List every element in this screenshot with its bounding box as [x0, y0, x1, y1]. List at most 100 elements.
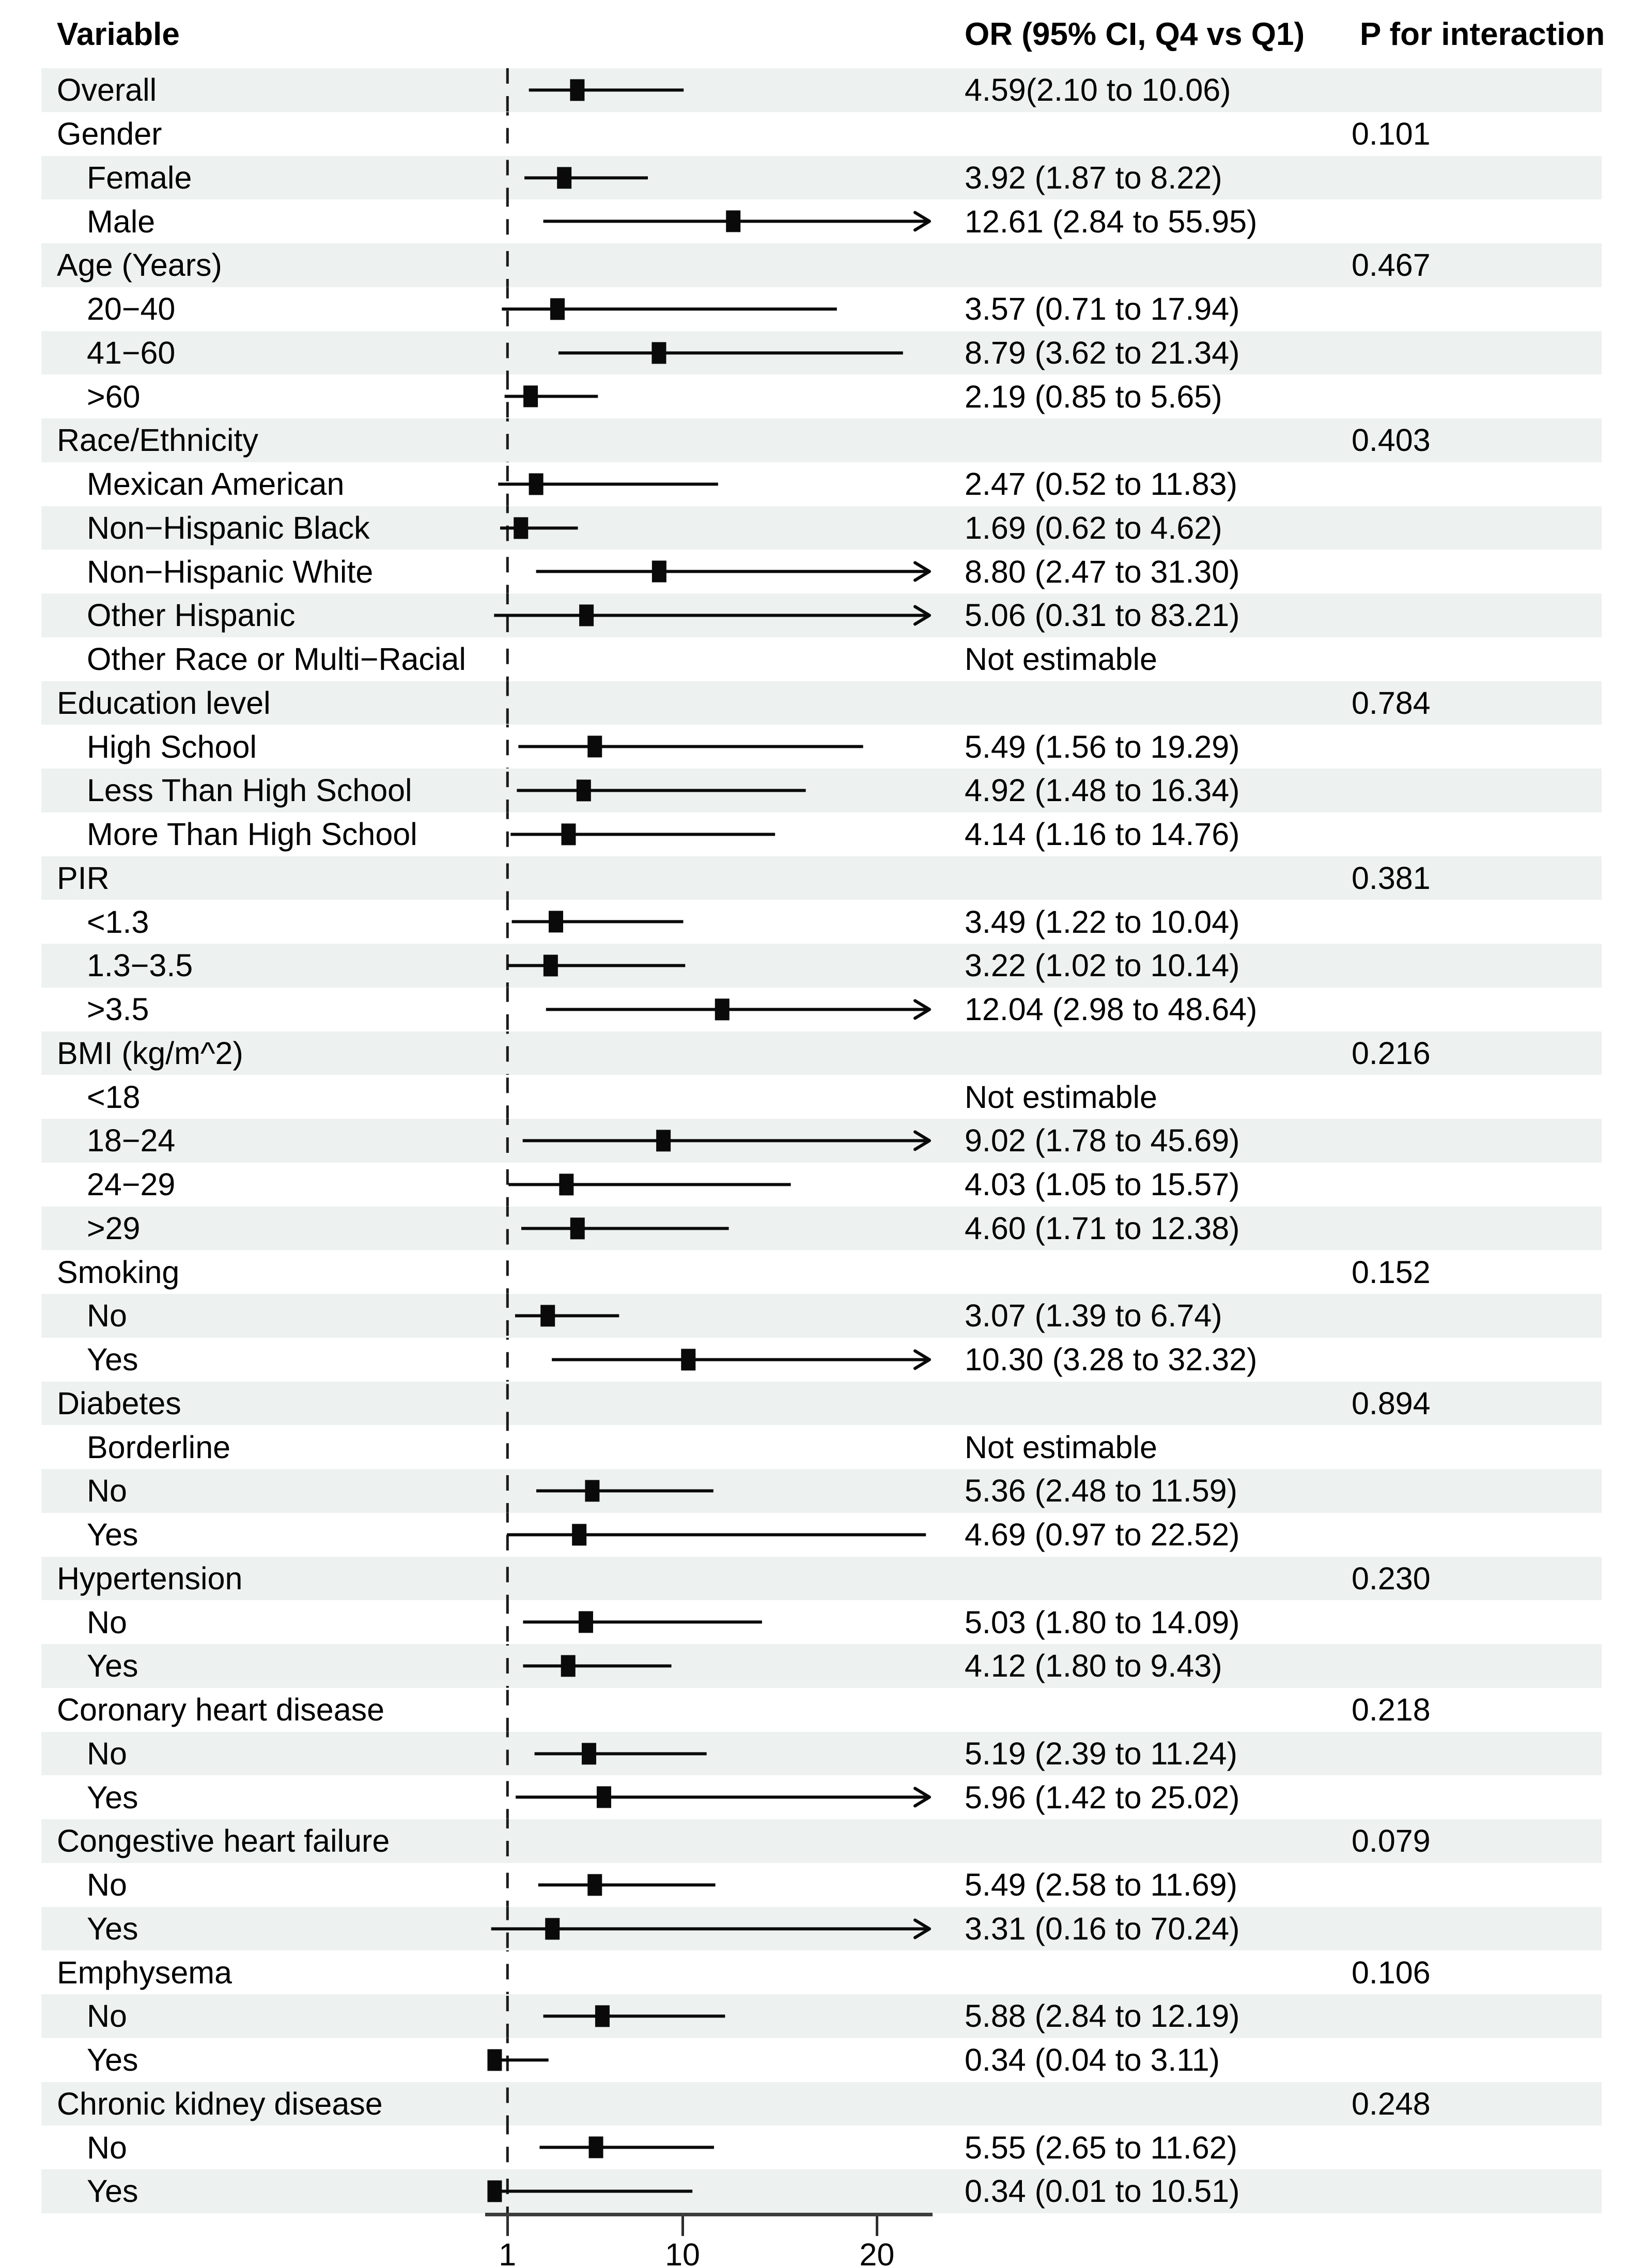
row-stripe — [41, 1644, 1602, 1688]
forest-row: Chronic kidney disease 0.248 — [0, 2082, 1629, 2126]
point-estimate-marker — [596, 1786, 611, 1808]
ci-clipped-arrowhead — [913, 605, 931, 626]
ci-plot-cell — [506, 1512, 926, 1557]
forest-row: No 5.88 (2.84 to 12.19) — [0, 1994, 1629, 2038]
forest-row: Education level 0.784 — [0, 681, 1629, 725]
x-axis-line — [485, 2213, 933, 2216]
forest-row: Age (Years) 0.467 — [0, 243, 1629, 287]
or-ci-value: 10.30 (3.28 to 32.32) — [965, 1342, 1258, 1378]
point-estimate-marker — [572, 1524, 587, 1546]
point-estimate-marker — [540, 1305, 555, 1327]
forest-row: Diabetes 0.894 — [0, 1381, 1629, 1426]
ci-plot-cell — [506, 1206, 729, 1250]
forest-row: Hypertension 0.230 — [0, 1556, 1629, 1601]
ci-plot-cell — [506, 1075, 509, 1119]
ci-plot-cell — [506, 1950, 509, 1994]
forest-row: Yes 3.31 (0.16 to 70.24) — [0, 1906, 1629, 1951]
ci-plot-cell — [506, 1119, 931, 1163]
or-ci-value: 4.92 (1.48 to 16.34) — [965, 773, 1240, 808]
ci-plot-cell — [506, 2125, 714, 2169]
ci-plot-cell — [506, 1031, 509, 1075]
ci-plot-cell — [506, 1731, 707, 1776]
forest-row: Yes 0.34 (0.04 to 3.11) — [0, 2038, 1629, 2082]
ci-plot-cell — [506, 243, 509, 287]
row-stripe — [41, 2169, 1602, 2213]
point-estimate-marker — [581, 1742, 596, 1764]
forest-row: BMI (kg/m^2) 0.216 — [0, 1031, 1629, 1075]
point-estimate-marker — [545, 1917, 560, 1939]
forest-row: >3.5 12.04 (2.98 to 48.64) — [0, 987, 1629, 1031]
p-interaction-value: 0.079 — [1352, 1823, 1431, 1859]
or-ci-value: 4.59(2.10 to 10.06) — [965, 72, 1231, 108]
or-ci-value: 4.03 (1.05 to 15.57) — [965, 1167, 1240, 1202]
ci-plot-cell — [506, 725, 863, 769]
point-estimate-marker — [561, 1655, 576, 1677]
variable-label: Diabetes — [57, 1385, 181, 1421]
p-interaction-value: 0.403 — [1352, 423, 1431, 458]
subgroup-label: Non−Hispanic White — [87, 554, 374, 589]
ci-plot-cell — [506, 1250, 509, 1294]
ci-plot-cell — [500, 506, 578, 550]
or-ci-value: 1.69 (0.62 to 4.62) — [965, 510, 1222, 545]
ci-clipped-arrowhead — [913, 1918, 931, 1939]
subgroup-label: Yes — [87, 2042, 138, 2078]
or-ci-value: 12.61 (2.84 to 55.95) — [965, 204, 1258, 239]
variable-label: Hypertension — [57, 1560, 243, 1596]
variable-label: Age (Years) — [57, 247, 222, 283]
ci-plot-cell — [506, 987, 931, 1031]
forest-row: 18−24 9.02 (1.78 to 45.69) — [0, 1119, 1629, 1163]
point-estimate-marker — [651, 341, 666, 364]
forest-row: Non−Hispanic Black 1.69 (0.62 to 4.62) — [0, 506, 1629, 550]
ci-clipped-arrowhead — [913, 211, 931, 232]
point-estimate-marker — [570, 1217, 585, 1239]
forest-row: Yes 4.12 (1.80 to 9.43) — [0, 1644, 1629, 1688]
ci-plot-cell — [506, 1994, 725, 2038]
variable-label: Chronic kidney disease — [57, 2086, 383, 2121]
point-estimate-marker — [561, 823, 576, 846]
point-estimate-marker — [557, 166, 572, 189]
subgroup-label: >29 — [87, 1210, 141, 1246]
axis-tick-label: 1 — [499, 2237, 517, 2268]
subgroup-label: Mexican American — [87, 466, 345, 502]
point-estimate-marker — [550, 298, 565, 320]
ci-clipped-arrowhead — [913, 1349, 931, 1370]
ci-plot-cell — [506, 331, 903, 375]
subgroup-label: 41−60 — [87, 335, 176, 370]
row-stripe — [41, 418, 1602, 462]
subgroup-label: <18 — [87, 1079, 141, 1115]
subgroup-label: Yes — [87, 1517, 138, 1553]
variable-label: Overall — [57, 72, 157, 108]
or-ci-value: 4.12 (1.80 to 9.43) — [965, 1648, 1222, 1684]
point-estimate-marker — [681, 1349, 696, 1371]
subgroup-label: No — [87, 1867, 127, 1903]
row-stripe — [41, 944, 1602, 988]
point-estimate-marker — [585, 1480, 600, 1502]
or-ci-value: 3.57 (0.71 to 17.94) — [965, 291, 1240, 327]
forest-row: PIR 0.381 — [0, 856, 1629, 900]
or-ci-value: 5.55 (2.65 to 11.62) — [965, 2130, 1237, 2165]
subgroup-label: Borderline — [87, 1429, 231, 1465]
forest-row: >60 2.19 (0.85 to 5.65) — [0, 374, 1629, 418]
subgroup-label: 20−40 — [87, 291, 176, 327]
p-interaction-value: 0.230 — [1352, 1560, 1431, 1596]
or-ci-value: 3.92 (1.87 to 8.22) — [965, 160, 1222, 195]
subgroup-label: Non−Hispanic Black — [87, 510, 370, 545]
point-estimate-marker — [651, 560, 666, 583]
point-estimate-marker — [514, 517, 529, 539]
variable-label: Emphysema — [57, 1954, 232, 1990]
point-estimate-marker — [656, 1130, 671, 1152]
forest-row: Congestive heart failure 0.079 — [0, 1819, 1629, 1863]
ci-plot-cell — [506, 681, 509, 725]
subgroup-label: No — [87, 2130, 127, 2165]
or-ci-value: 2.19 (0.85 to 5.65) — [965, 379, 1222, 414]
or-ci-value: 5.36 (2.48 to 11.59) — [965, 1473, 1237, 1509]
subgroup-label: Yes — [87, 1648, 138, 1684]
subgroup-label: Other Race or Multi−Racial — [87, 642, 466, 677]
or-ci-value: 0.34 (0.01 to 10.51) — [965, 2173, 1240, 2209]
forest-row: Other Race or Multi−Racial Not estimable — [0, 637, 1629, 681]
forest-row: High School 5.49 (1.56 to 19.29) — [0, 725, 1629, 769]
ci-plot-cell — [506, 418, 509, 462]
row-stripe — [41, 1031, 1602, 1075]
row-stripe — [41, 769, 1602, 812]
or-ci-value: 5.49 (1.56 to 19.29) — [965, 729, 1240, 764]
